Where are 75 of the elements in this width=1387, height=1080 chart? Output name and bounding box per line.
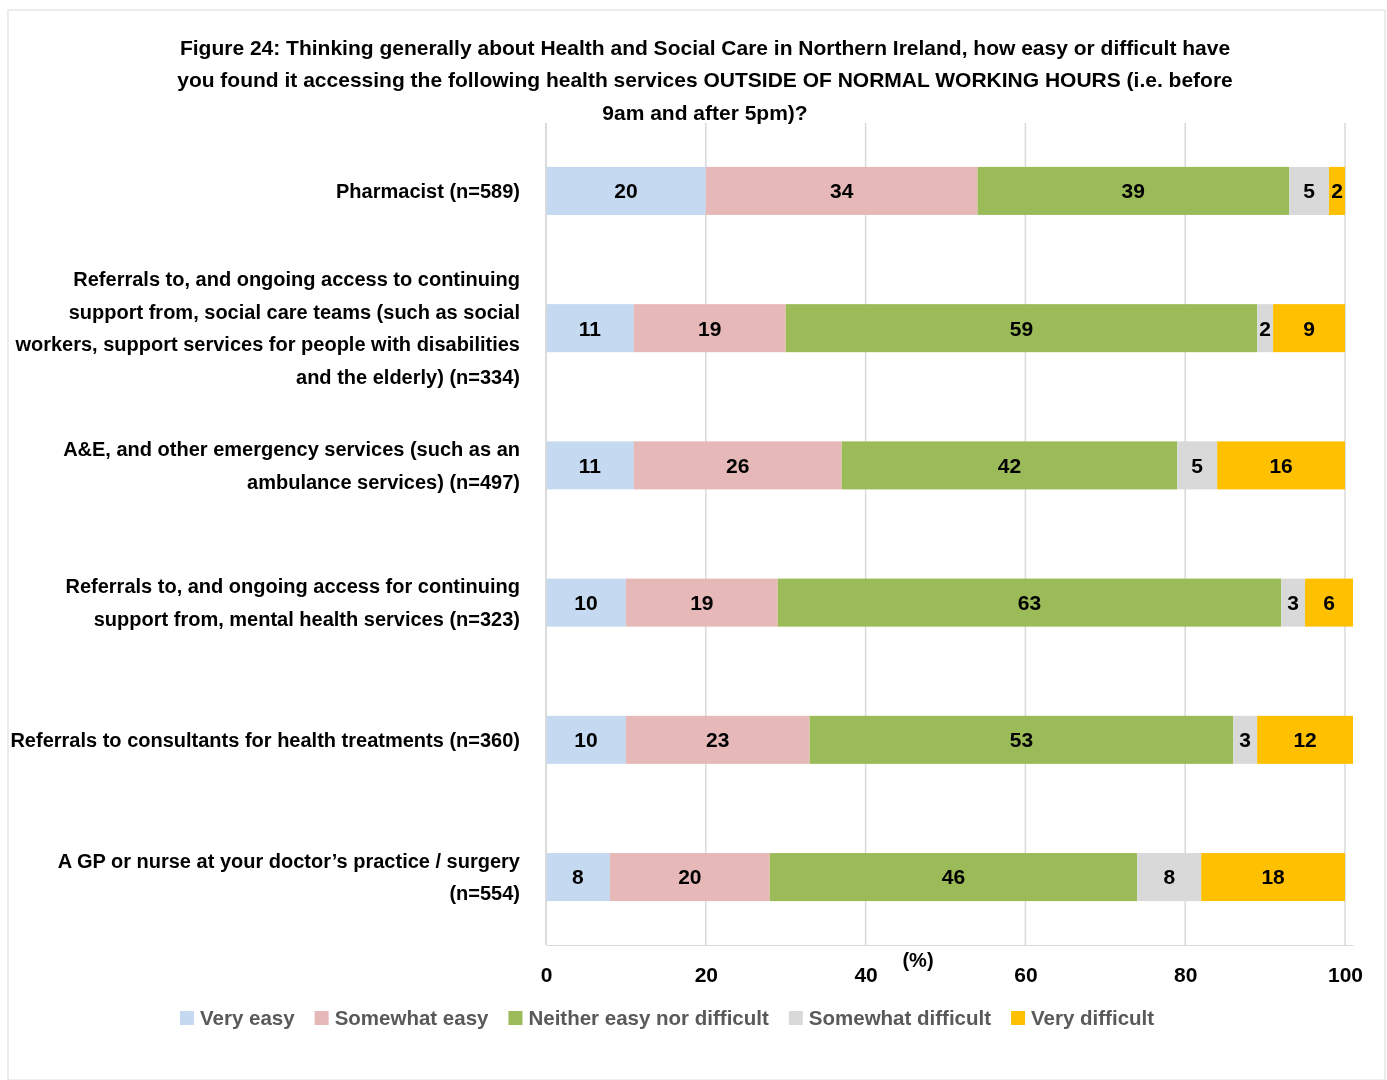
legend-label: Somewhat difficult (808, 1006, 992, 1030)
x-axis-title: (%) (902, 949, 934, 971)
data-label: 3 (1287, 590, 1299, 614)
data-label: 19 (690, 590, 714, 614)
bar (809, 715, 1234, 764)
data-label: 11 (578, 316, 602, 340)
x-tick-label: 40 (854, 962, 878, 986)
bar (1305, 578, 1353, 627)
legend-label: Very difficult (1031, 1006, 1155, 1030)
data-label: 5 (1191, 453, 1204, 477)
bar (1289, 166, 1330, 215)
bar (546, 166, 706, 215)
y-tick-label: A&E, and other emergency services (such as an ambulance services) (n=497) (63, 438, 520, 493)
x-tick-label: 20 (694, 962, 718, 986)
y-tick-label: Referrals to, and ongoing access for continuing support from, mental health services (n=323) (65, 575, 520, 630)
data-label: 46 (941, 865, 966, 889)
bar (546, 853, 610, 902)
bar (977, 166, 1290, 215)
bar (633, 441, 842, 490)
bar (546, 304, 634, 353)
data-label: 10 (574, 728, 598, 752)
bar (785, 304, 1258, 353)
data-label: 20 (678, 865, 702, 889)
data-label: 20 (614, 179, 638, 203)
chart-title: Figure 24: Thinking generally about Health and Social Care in Northern Ireland, how easy or difficult have you found it accessing the following health services OUTSIDE OF NORMAL WORKING HOURS (i.e. before 9am and after 5pm)? (177, 35, 1233, 124)
bar (1217, 441, 1346, 490)
bar (1233, 715, 1258, 764)
legend-label: Neither easy nor difficult (528, 1006, 769, 1030)
bar (546, 578, 626, 627)
data-label: 42 (997, 453, 1022, 477)
data-label: 53 (1009, 728, 1034, 752)
data-label: 2 (1331, 179, 1343, 203)
data-label: 8 (1163, 865, 1176, 889)
x-tick-label: 60 (1014, 962, 1038, 986)
data-label: 10 (574, 590, 598, 614)
x-tick-label: 80 (1174, 962, 1198, 986)
legend-label: Somewhat easy (334, 1006, 490, 1030)
bar (1281, 578, 1306, 627)
data-label: 8 (572, 865, 585, 889)
bar (546, 441, 634, 490)
bar (777, 578, 1282, 627)
data-label: 26 (726, 453, 750, 477)
y-tick-label: Referrals to consultants for health treatments (n=360) (10, 728, 520, 751)
bar (1273, 304, 1346, 353)
bar (1257, 715, 1353, 764)
y-tick-label: A GP or nurse at your doctor’s practice / surgery (n=554) (57, 849, 521, 905)
y-tick-label: Pharmacist (n=589) (336, 179, 520, 202)
bar (769, 853, 1138, 902)
bar (705, 166, 978, 215)
bar (609, 853, 770, 902)
bar (625, 578, 778, 627)
data-label: 23 (706, 728, 730, 752)
data-label: 11 (578, 453, 602, 477)
bar (1201, 853, 1346, 902)
data-label: 18 (1261, 865, 1286, 889)
data-label: 12 (1293, 728, 1317, 752)
x-tick-label: 100 (1327, 962, 1364, 986)
data-label: 63 (1017, 590, 1042, 614)
data-label: 59 (1009, 316, 1034, 340)
data-label: 19 (698, 316, 722, 340)
data-label: 6 (1323, 590, 1335, 614)
data-label: 39 (1121, 179, 1145, 203)
data-label: 2 (1259, 316, 1271, 340)
bar (633, 304, 786, 353)
bar (625, 715, 810, 764)
data-label: 5 (1303, 179, 1316, 203)
data-label: 34 (829, 179, 854, 203)
y-tick-label: Referrals to, and ongoing access to continuing support from, social care teams (such as social workers, support services for people with disabilities and the elderly) (n=334) (14, 268, 520, 388)
bar (546, 715, 626, 764)
data-label: 3 (1239, 728, 1251, 752)
data-label: 9 (1303, 316, 1315, 340)
x-tick-label: 0 (540, 962, 553, 986)
data-label: 16 (1269, 453, 1293, 477)
legend-label: Very easy (200, 1006, 296, 1030)
bar (841, 441, 1178, 490)
